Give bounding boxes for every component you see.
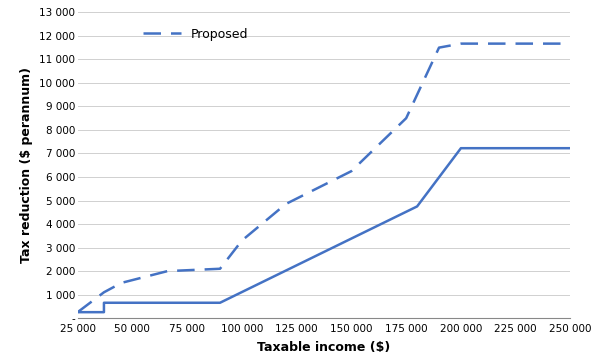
Proposed xyxy=(74,310,81,314)
Line: Proposed: Proposed xyxy=(77,44,571,312)
Proposed xyxy=(282,202,289,206)
Proposed xyxy=(348,169,355,173)
Y-axis label: Tax reduction ($ perannum): Tax reduction ($ perannum) xyxy=(20,67,34,263)
Proposed xyxy=(238,238,245,243)
Proposed xyxy=(217,266,224,271)
Proposed xyxy=(436,46,443,50)
X-axis label: Taxable income ($): Taxable income ($) xyxy=(257,341,391,354)
Proposed xyxy=(118,281,125,285)
Proposed xyxy=(567,42,574,46)
Proposed xyxy=(457,42,464,46)
Legend: Proposed: Proposed xyxy=(143,28,248,41)
Proposed xyxy=(100,290,107,294)
Proposed xyxy=(164,269,171,273)
Proposed xyxy=(403,116,410,121)
